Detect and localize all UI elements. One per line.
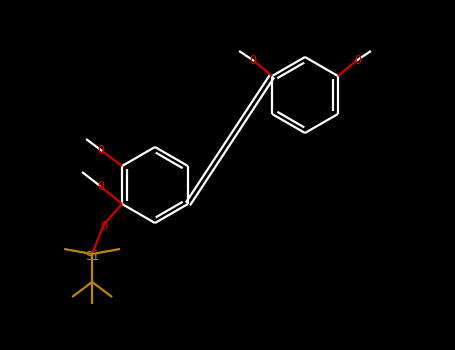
Text: O: O (100, 219, 107, 232)
Text: O: O (97, 145, 104, 158)
Text: O: O (249, 55, 256, 68)
Text: O: O (354, 55, 361, 68)
Text: O: O (97, 180, 105, 193)
Text: Si: Si (85, 250, 99, 262)
